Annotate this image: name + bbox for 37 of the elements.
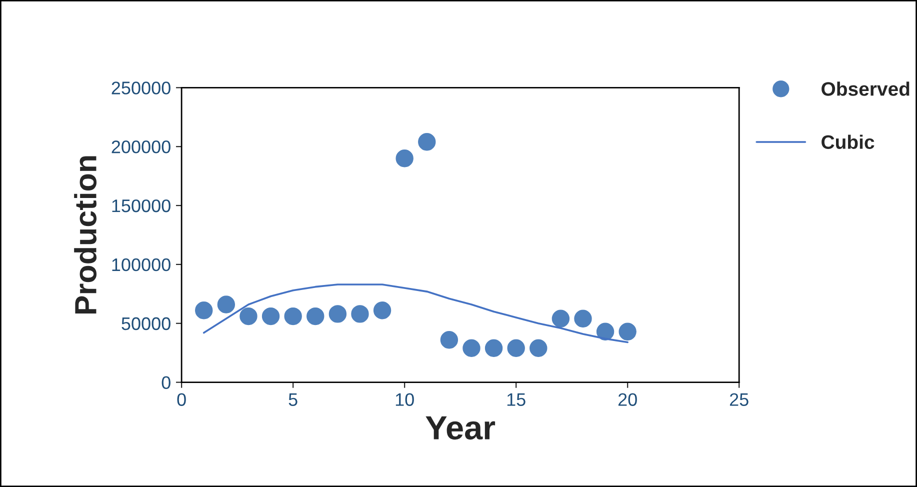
x-tick-label: 5 xyxy=(288,393,298,406)
point xyxy=(328,305,347,323)
point xyxy=(596,322,614,340)
y-tick-label: 250000 xyxy=(112,82,170,94)
x-tick-label: 25 xyxy=(730,393,748,406)
x-axis-title: Year xyxy=(426,416,496,440)
legend-label: Observed xyxy=(822,82,910,96)
point xyxy=(418,133,436,151)
x-tick-label: 15 xyxy=(507,393,526,406)
point xyxy=(440,331,458,349)
y-tick-label: 150000 xyxy=(112,199,170,212)
line-series xyxy=(202,284,628,344)
point xyxy=(306,307,324,326)
legend-label: Cubic xyxy=(822,134,874,149)
point xyxy=(396,150,414,168)
point xyxy=(195,302,213,320)
point xyxy=(574,310,592,328)
x-tick-label: 20 xyxy=(618,393,637,406)
x-tick-label: 0 xyxy=(177,393,186,406)
point xyxy=(552,310,570,328)
point xyxy=(484,339,503,357)
point xyxy=(462,339,480,357)
point xyxy=(507,339,525,357)
point xyxy=(351,305,369,323)
point xyxy=(284,307,302,326)
point xyxy=(217,296,236,314)
x-tick-label: 10 xyxy=(396,393,414,406)
y-tick-label: 50000 xyxy=(122,317,170,330)
point xyxy=(618,322,636,340)
y-axis-title: Production xyxy=(74,156,97,314)
point xyxy=(373,302,392,320)
point xyxy=(530,339,548,357)
point xyxy=(240,307,258,326)
point xyxy=(262,307,280,326)
y-tick-label: 100000 xyxy=(112,258,170,272)
y-tick-label: 200000 xyxy=(112,140,170,154)
y-tick-label: 0 xyxy=(162,376,170,390)
